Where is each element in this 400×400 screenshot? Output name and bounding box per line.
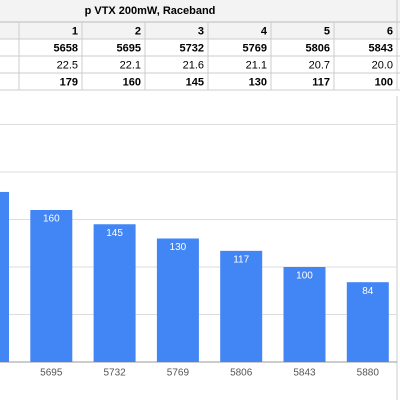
table-cell: 22.5: [57, 59, 78, 71]
title-row-bg: [0, 0, 400, 22]
table-cell: 2: [135, 25, 141, 37]
table-cell: 4: [261, 25, 268, 37]
bar: [0, 191, 9, 362]
table-cell: 130: [249, 76, 267, 88]
table-cell: 5843: [369, 42, 393, 54]
table-cell: 160: [123, 76, 141, 88]
x-tick-label: 5695: [40, 368, 63, 379]
x-tick-label: 5806: [230, 368, 253, 379]
x-tick-label: 5880: [357, 368, 380, 379]
table-cell: 6: [387, 25, 393, 37]
table-cell: 22.1: [120, 59, 141, 71]
data-label: 160: [43, 214, 60, 225]
table-cell: 5695: [117, 42, 141, 54]
table-cell: 145: [186, 76, 204, 88]
table-title: p VTX 200mW, Raceband: [85, 5, 216, 17]
table-cell: 1: [72, 25, 78, 37]
table-cell: 179: [60, 76, 78, 88]
table-cell: 21.6: [183, 59, 204, 71]
table-cell: 5658: [54, 42, 78, 54]
table-cell: 20.7: [309, 59, 330, 71]
x-tick-label: 5769: [167, 368, 190, 379]
bar: [346, 282, 389, 362]
table-cell: 5806: [306, 42, 330, 54]
x-tick-label: 5843: [293, 368, 316, 379]
bar: [156, 238, 199, 362]
bar: [30, 210, 73, 362]
table-cell: 21.1: [246, 59, 267, 71]
bar: [93, 224, 136, 362]
table-cell: 20.0: [372, 59, 393, 71]
table-cell: 3: [198, 25, 204, 37]
data-label: 130: [170, 242, 187, 253]
x-tick-label: 5732: [103, 368, 126, 379]
table-cell: 100: [375, 76, 393, 88]
table-cell: 5769: [243, 42, 267, 54]
bar: [220, 250, 263, 362]
table: 1 2 3 4 5 6 5658 5695 5732 5769 5806 5843 22.5 22.1 21…: [0, 0, 400, 91]
table-cell: 117: [312, 76, 330, 88]
header-row-bg: [0, 22, 400, 39]
table-cell: 5: [324, 25, 330, 37]
table-cell: 5732: [180, 42, 204, 54]
chart: 1795695160573214557691305806117584310058…: [0, 96, 398, 400]
data-label: 145: [106, 228, 123, 239]
data-label: 100: [296, 271, 313, 282]
bar: [283, 267, 326, 362]
data-label: 84: [362, 286, 374, 297]
data-label: 117: [233, 254, 249, 265]
